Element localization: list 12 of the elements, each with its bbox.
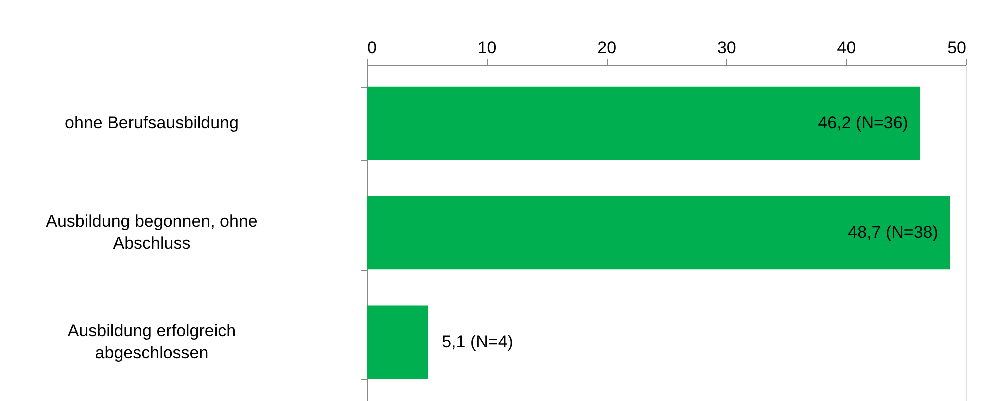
data-label: 46,2 (N=36)	[818, 114, 908, 133]
x-tick-label: 10	[478, 38, 497, 58]
x-tick-label: 20	[598, 38, 617, 58]
x-tick-label: 40	[837, 38, 856, 58]
y-tick-label: Ausbildung erfolgreich abgeschlossen	[68, 321, 236, 362]
x-tick-label: 50	[948, 38, 966, 58]
y-tick-label: ohne Berufsausbildung	[65, 114, 239, 133]
x-tick-label: 0	[368, 38, 377, 58]
y-tick-label: Ausbildung begonnen, ohne Abschluss	[46, 212, 258, 253]
data-label: 48,7 (N=38)	[848, 223, 938, 242]
x-tick-label: 30	[717, 38, 736, 58]
data-label: 5,1 (N=4)	[442, 332, 514, 352]
